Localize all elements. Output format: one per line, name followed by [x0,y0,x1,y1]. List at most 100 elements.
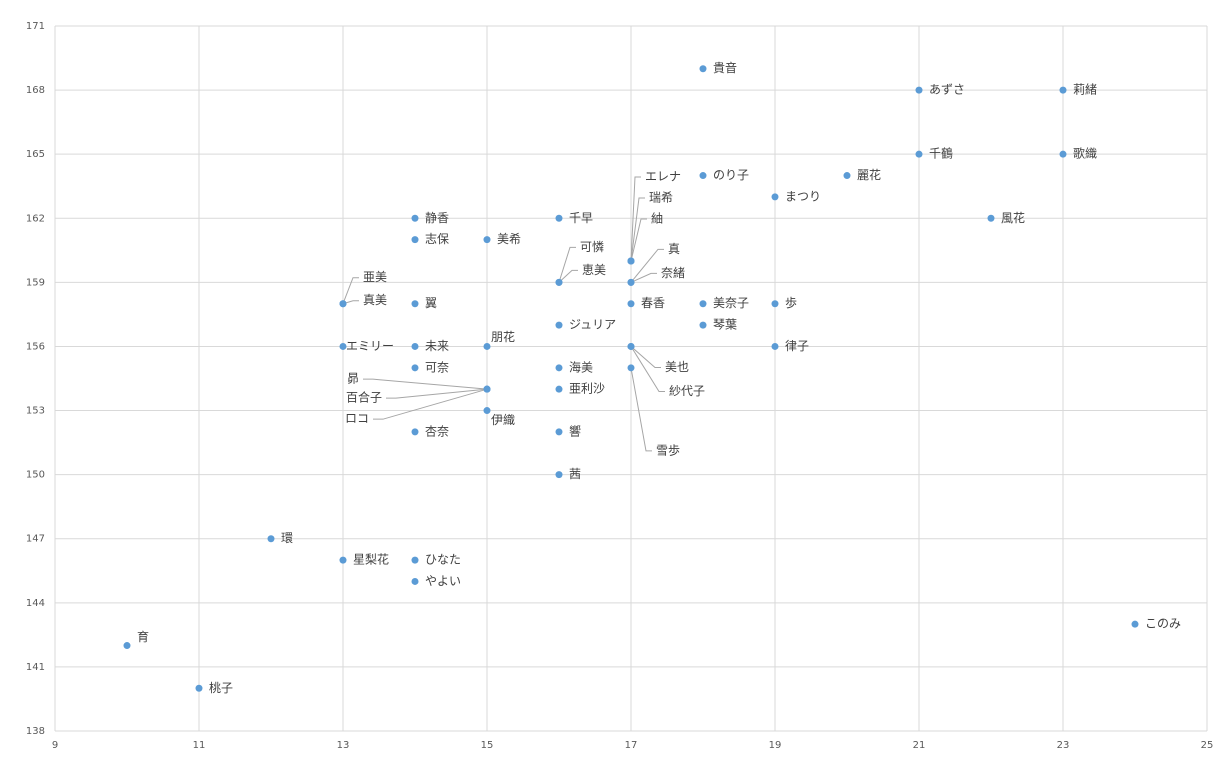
x-tick-label: 19 [769,740,782,751]
point-label: 美奈子 [713,296,749,310]
leader-line [373,388,488,420]
point-label: 歌織 [1073,146,1097,161]
point-label: ひなた [425,553,461,567]
leader-line [630,272,657,283]
point-label: 育 [137,629,149,644]
point [987,214,995,222]
point [555,214,563,222]
point-label: まつり [785,189,821,203]
point-label: 春香 [641,296,665,310]
point [411,300,419,308]
point [699,300,707,308]
point-label: このみ [1145,617,1181,631]
y-tick-label: 138 [26,726,45,737]
leader-line [630,218,647,262]
point [411,342,419,350]
point [1059,86,1067,94]
point [555,428,563,436]
point-label: のり子 [713,168,749,182]
leader-line [630,176,641,262]
leader-line [363,378,488,390]
y-tick-label: 150 [26,470,45,481]
leader-line [630,197,645,262]
point [771,193,779,201]
y-tick-label: 168 [26,85,45,96]
point-label: 奈緒 [661,265,685,280]
point-label: 紬 [651,212,663,226]
point [483,385,491,393]
point [411,428,419,436]
point-label: 響 [569,423,581,438]
point-label: 千早 [569,211,593,225]
point-label: 千鶴 [929,146,953,161]
point-label: ロコ [345,412,369,426]
x-tick-label: 21 [913,740,926,751]
point [771,300,779,308]
y-tick-label: 156 [26,341,45,352]
point [411,214,419,222]
point-label: 可憐 [580,240,604,254]
x-tick-label: 11 [193,740,206,751]
point-label: 茜 [569,467,581,481]
point-label: 志保 [425,232,449,246]
point-label: 星梨花 [353,552,389,567]
point [1131,620,1139,628]
point [555,385,563,393]
point [699,65,707,73]
point [627,278,635,286]
point [627,364,635,372]
point-label: 貴音 [713,60,737,75]
point [195,684,203,692]
point-label: 翼 [425,296,437,310]
point-label: 歩 [785,295,797,310]
x-tick-label: 17 [625,740,638,751]
point-label: 海美 [569,359,593,374]
leader-line [342,277,359,304]
point [627,342,635,350]
point-label: 風花 [1001,210,1025,225]
point-label: 桃子 [209,680,233,695]
y-tick-label: 144 [26,598,45,609]
x-tick-label: 13 [337,740,350,751]
point-label: 雪歩 [656,442,680,457]
point-label: 伊織 [491,413,515,427]
point-label: 昴 [347,372,359,386]
point-label: 美希 [497,231,521,246]
point-label: 真 [668,242,680,256]
point [411,236,419,244]
point [627,300,635,308]
point [1059,150,1067,158]
leader-line [630,346,661,368]
point [699,172,707,180]
point [699,321,707,329]
point [339,556,347,564]
leader-line [630,367,652,452]
point-label: 百合子 [346,390,382,405]
point-label: 未来 [425,339,449,353]
point-label: 紗代子 [669,384,705,398]
x-tick-label: 23 [1057,740,1070,751]
y-tick-label: 171 [26,21,45,32]
point [555,471,563,479]
point [411,364,419,372]
point-label: 静香 [425,211,449,225]
point [843,172,851,180]
point-label: 杏奈 [425,424,449,438]
point-label: 麗花 [857,167,881,182]
y-tick-label: 162 [26,213,45,224]
leader-line [386,388,488,399]
point [483,342,491,350]
point [483,236,491,244]
point [627,257,635,265]
leader-line [630,346,665,392]
point-label: 朋花 [491,329,515,344]
point [915,150,923,158]
point-label: 莉緒 [1073,82,1097,97]
point [555,364,563,372]
point [483,407,491,415]
point [339,342,347,350]
point-label: 律子 [785,339,809,353]
leader-line [630,248,664,283]
y-tick-label: 165 [26,149,45,160]
point-label: 恵美 [582,263,606,277]
